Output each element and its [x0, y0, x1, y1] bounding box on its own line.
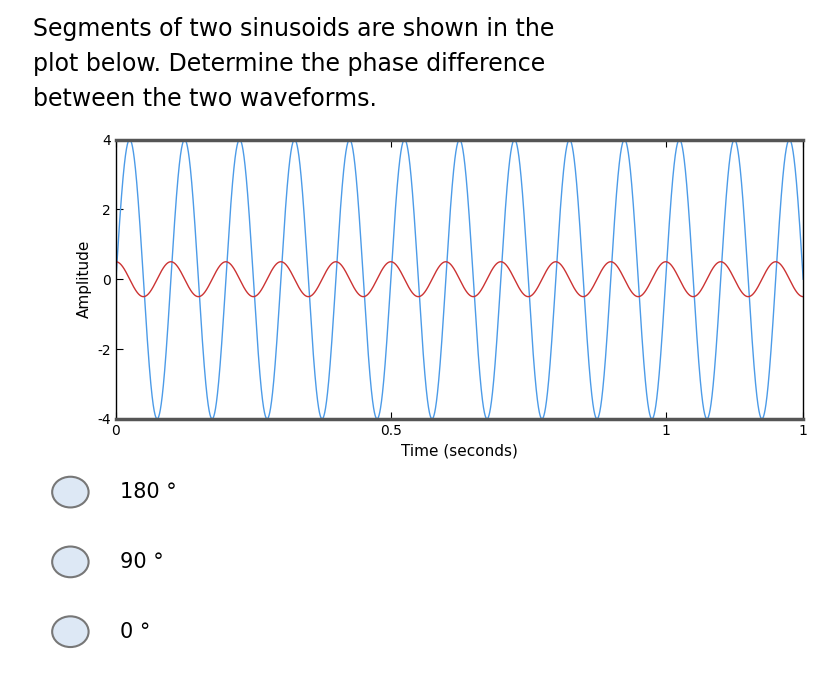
- X-axis label: Time (seconds): Time (seconds): [400, 443, 518, 458]
- Y-axis label: Amplitude: Amplitude: [77, 240, 92, 318]
- Text: 90 °: 90 °: [120, 552, 164, 572]
- Text: between the two waveforms.: between the two waveforms.: [33, 87, 376, 111]
- Text: 0 °: 0 °: [120, 622, 151, 641]
- Text: plot below. Determine the phase difference: plot below. Determine the phase differen…: [33, 52, 545, 76]
- Text: 180 °: 180 °: [120, 482, 177, 502]
- Text: Segments of two sinusoids are shown in the: Segments of two sinusoids are shown in t…: [33, 17, 554, 41]
